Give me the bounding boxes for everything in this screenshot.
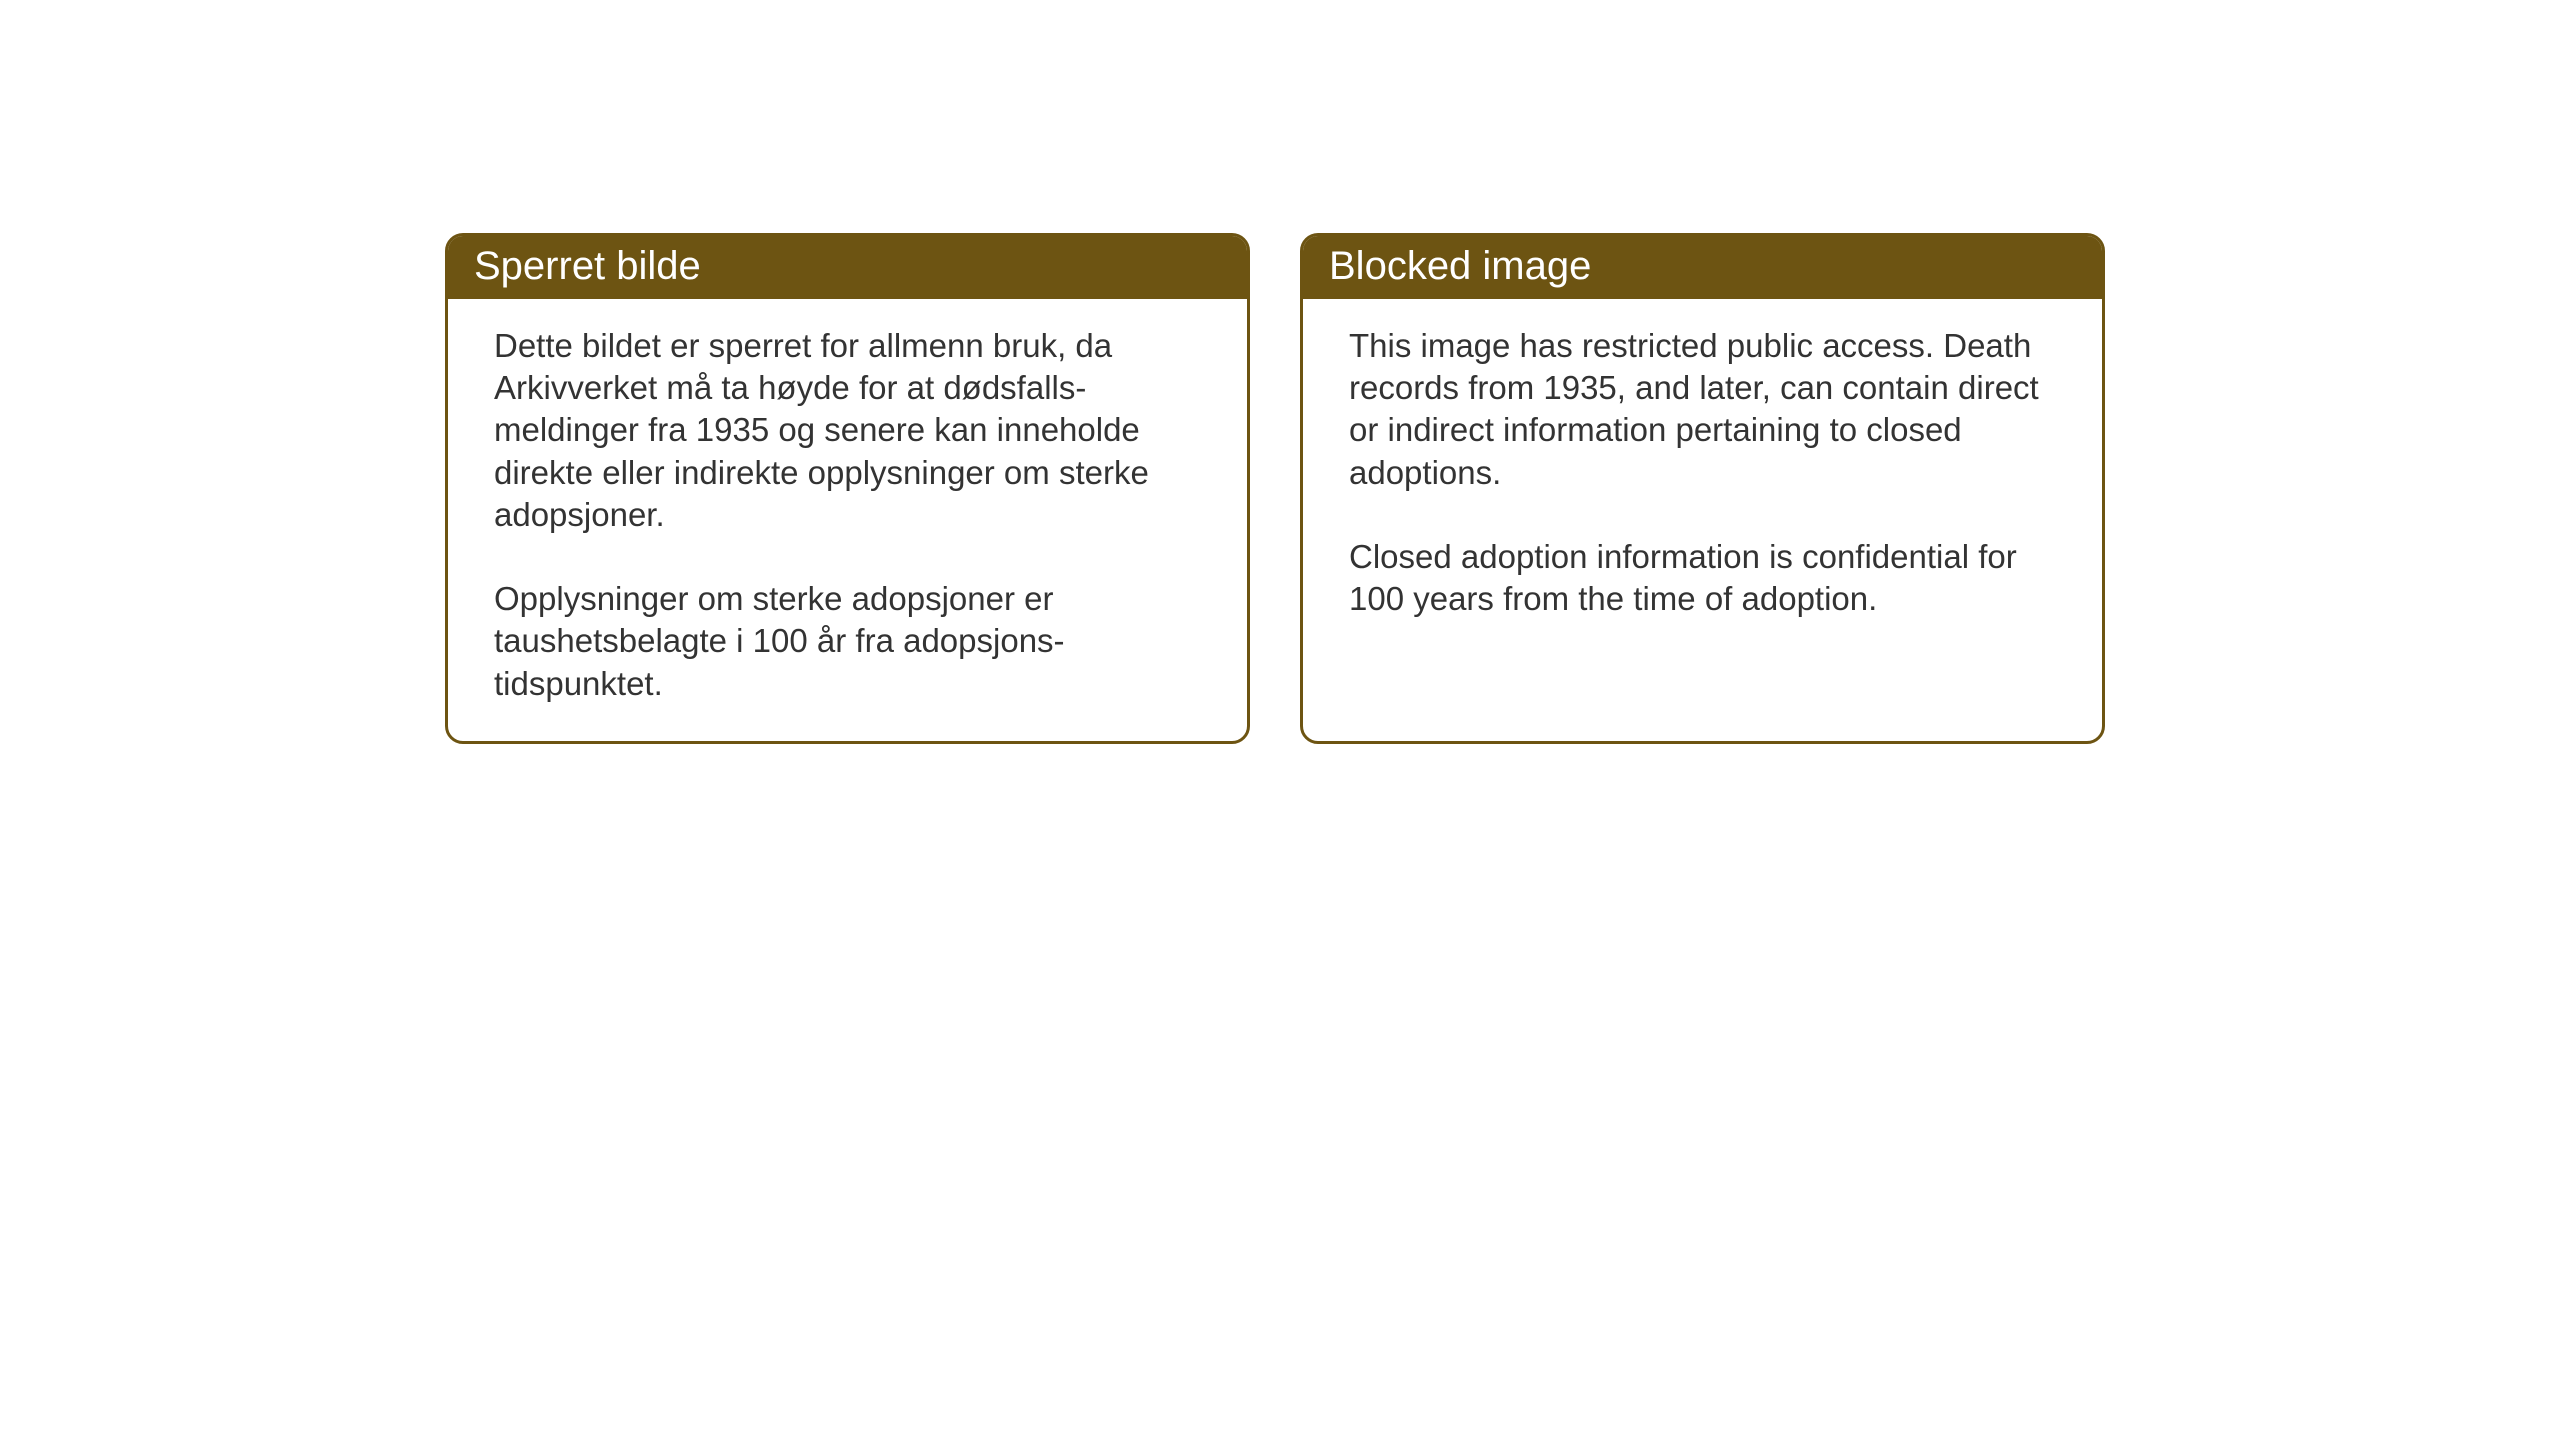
card-title-no: Sperret bilde xyxy=(474,244,701,288)
card-para1-no: Dette bildet er sperret for allmenn bruk… xyxy=(494,325,1201,536)
card-title-en: Blocked image xyxy=(1329,244,1591,288)
card-para1-en: This image has restricted public access.… xyxy=(1349,325,2056,494)
notice-card-english: Blocked image This image has restricted … xyxy=(1300,233,2105,744)
notice-card-norwegian: Sperret bilde Dette bildet er sperret fo… xyxy=(445,233,1250,744)
card-body-en: This image has restricted public access.… xyxy=(1303,299,2102,656)
card-body-no: Dette bildet er sperret for allmenn bruk… xyxy=(448,299,1247,741)
card-para2-no: Opplysninger om sterke adopsjoner er tau… xyxy=(494,578,1201,705)
card-header-no: Sperret bilde xyxy=(448,236,1247,299)
notice-container: Sperret bilde Dette bildet er sperret fo… xyxy=(445,233,2105,744)
card-header-en: Blocked image xyxy=(1303,236,2102,299)
card-para2-en: Closed adoption information is confident… xyxy=(1349,536,2056,620)
